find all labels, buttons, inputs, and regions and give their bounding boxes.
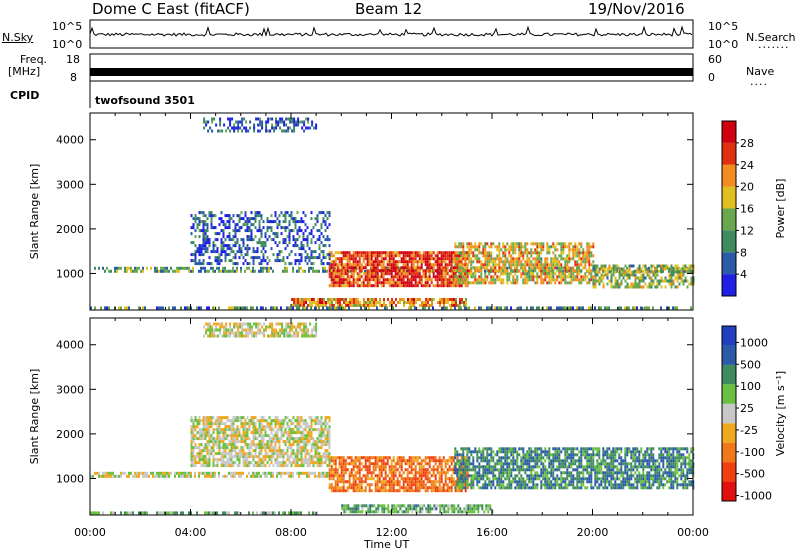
nsky-label: N.Sky [2,31,34,44]
velocity-cluster-5 [190,416,331,468]
power-colorbar-label: 20 [740,181,754,194]
power-colorbar-label: 12 [740,224,754,237]
velocity-ytick-label: 4000 [56,339,84,352]
power-colorbar: 4 8 12 16 20 24 28 Power [dB] [721,120,787,297]
nsearch-tick-top: 10^5 [708,20,739,33]
x-tick-label: 12:00 [376,526,408,539]
velocity-colorbar-segment [722,326,736,346]
freq-label: Freq. [20,53,48,66]
cpid-value: twofsound 3501 [95,94,195,107]
power-colorbar-segment [722,186,736,209]
velocity-colorbar-segment [722,481,736,501]
velocity-colorbar-frame [721,325,737,502]
cpid-label: CPID [10,89,40,102]
velocity-colorbar-label: 100 [740,380,761,393]
freq-trace [90,68,693,76]
power-colorbar-segment [722,121,736,143]
velocity-cluster-3 [341,504,494,514]
velocity-cluster-2 [454,447,695,490]
power-ylabel: Slant Range [km] [28,164,41,260]
power-cluster-5 [90,306,692,310]
velocity-colorbar-label: -1000 [740,490,772,503]
power-colorbar-segment [722,230,736,253]
nsky-tick-top: 10^5 [52,20,83,33]
power-ytick-label: 3000 [56,178,84,191]
power-colorbar-label: 28 [740,137,754,150]
velocity-cluster-4 [90,511,318,515]
x-tick-label: 20:00 [577,526,609,539]
velocity-colorbar-segment [722,345,736,365]
power-cluster-4 [291,298,467,307]
velocity-cluster-6 [203,322,318,338]
power-ytick-label: 1000 [56,267,84,280]
power-cluster-6 [190,211,331,266]
x-tick-label: 00:00 [677,526,709,539]
power-colorbar-label: 16 [740,203,754,216]
velocity-ytick-label: 3000 [56,383,84,396]
nave-tick-top: 60 [708,53,722,66]
nsky-line [89,25,693,38]
power-colorbar-label: 24 [740,159,754,172]
x-tick-label: 08:00 [275,526,307,539]
velocity-colorbar-segment [722,364,736,385]
power-colorbar-segment [722,142,736,165]
power-ytick-label: 4000 [56,134,84,147]
power-cluster-3 [592,264,695,289]
nsky-trace [89,25,693,38]
x-axis-title: Time UT [364,538,410,551]
velocity-colorbar-label: -25 [740,424,758,437]
power-colorbar-label: 4 [740,268,747,281]
power-cluster-1 [328,251,469,288]
velocity-colorbar-label: 500 [740,358,761,371]
freq-unit: [MHz] [8,65,41,78]
velocity-colorbar-segment [722,462,736,482]
velocity-colorbar-label: -100 [740,446,765,459]
x-tick-label: 04:00 [175,526,207,539]
freq-strip-frame [89,53,694,82]
freq-tick-top: 18 [66,53,80,66]
nsearch-dots: ······· [758,41,790,54]
x-tick-label: 00:00 [74,526,106,539]
velocity-colorbar-segment [722,442,736,463]
power-panel [90,117,695,310]
velocity-ytick-label: 2000 [56,428,84,441]
power-colorbar-segment [722,208,736,231]
x-tick-label: 16:00 [476,526,508,539]
power-cluster-2 [454,242,595,285]
power-colorbar-label: 8 [740,246,747,259]
velocity-colorbar-segment [722,423,736,443]
velocity-colorbar-segment [722,403,736,424]
date-label: 19/Nov/2016 [588,0,685,18]
nsearch-label: N.Search [746,31,796,44]
power-cluster-7 [203,117,318,133]
velocity-ylabel: Slant Range [km] [28,369,41,465]
nsearch-tick-bottom: 10^0 [708,38,739,51]
velocity-colorbar-title: Velocity [m s⁻¹] [774,371,787,456]
power-colorbar-title: Power [dB] [774,179,787,239]
nsky-tick-bottom: 10^0 [52,38,83,51]
nave-label: Nave [746,65,775,78]
nave-tick-bottom: 0 [708,71,715,84]
nave-dots: ···· [750,78,768,91]
velocity-cluster-1 [328,456,469,493]
station-title: Dome C East (fitACF) [92,0,250,18]
power-ytick-label: 2000 [56,223,84,236]
freq-tick-bottom: 8 [70,71,77,84]
velocity-colorbar-segment [722,384,736,404]
freq-band [90,68,693,76]
velocity-ytick-label: 1000 [56,472,84,485]
beam-label: Beam 12 [355,0,423,18]
velocity-cluster-0 [90,471,330,478]
power-colorbar-segment [722,252,736,275]
velocity-colorbar: 1000 500 100 25 -25 -100 -500 -1000 Velocity [m … [721,325,787,503]
velocity-colorbar-label: 25 [740,402,754,415]
velocity-colorbar-label: -500 [740,468,765,481]
velocity-colorbar-label: 1000 [740,336,768,349]
axes: 1000 2000 3000 4000 Slant Range [km] 1000 2000… [28,113,709,539]
power-colorbar-segment [722,164,736,187]
power-colorbar-segment [722,274,736,296]
velocity-panel [90,322,695,515]
